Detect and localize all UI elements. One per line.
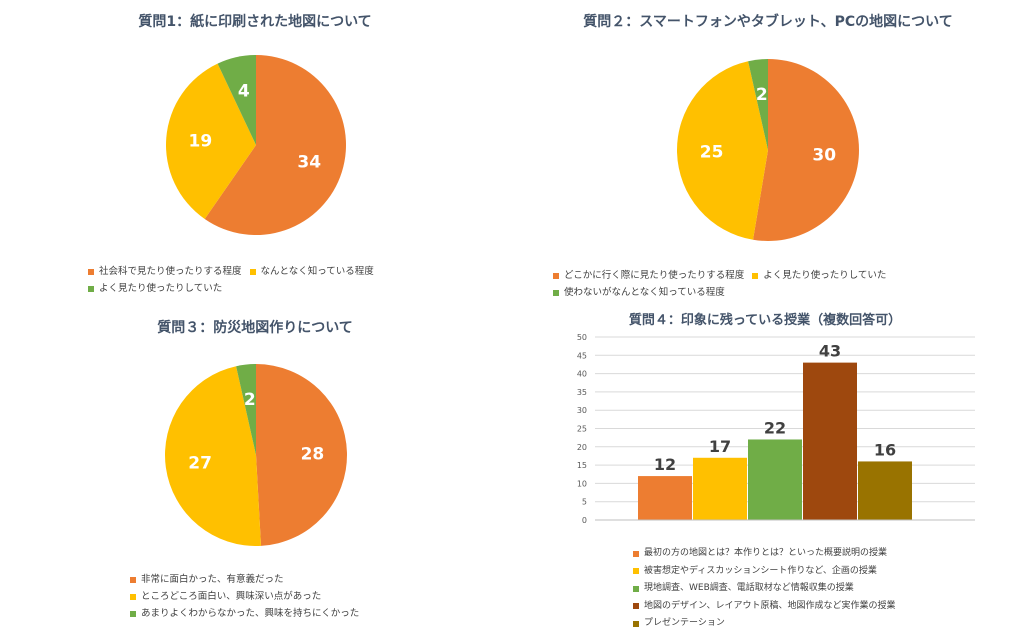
pie-chart: 34 19 4 <box>166 55 346 236</box>
pie-slice <box>165 366 262 546</box>
legend-item: ところどころ面白い、興味深い点があった <box>130 588 359 605</box>
data-label: 4 <box>238 82 250 102</box>
legend-label: 地図のデザイン、レイアウト原稿、地図作成など実作業の授業 <box>644 600 896 611</box>
legend: 社会科で見たり使ったりする程度 なんとなく知っている程度 よく見たり使ったりして… <box>88 263 374 297</box>
chart-title: 質問３：防災地図作りについて <box>157 320 353 336</box>
legend-item: あまりよくわからなかった、興味を持ちにくかった <box>130 605 359 622</box>
data-label: 2 <box>756 85 768 105</box>
legend-swatch <box>249 268 256 275</box>
y-tick-label: 40 <box>577 370 587 379</box>
pie-chart: 28 27 2 <box>165 364 347 546</box>
data-label: 19 <box>189 131 213 151</box>
legend-label: 使わないがなんとなく知っている程度 <box>564 287 725 298</box>
legend-swatch <box>633 585 639 592</box>
legend-swatch <box>752 272 759 279</box>
legend-item: 地図のデザイン、レイアウト原稿、地図作成など実作業の授業 <box>633 598 895 616</box>
y-tick-label: 45 <box>577 351 587 360</box>
bar <box>638 476 692 520</box>
y-tick-label: 0 <box>582 516 587 525</box>
legend-label: どこかに行く際に見たり使ったりする程度 <box>564 270 745 281</box>
pie-slice <box>236 364 256 455</box>
data-label: 34 <box>297 153 321 173</box>
legend-swatch <box>130 576 136 583</box>
data-label: 28 <box>301 444 325 464</box>
legend-label: 最初の方の地図とは？本作りとは？といった概要説明の授業 <box>644 548 888 558</box>
legend: 非常に面白かった、有意義だった ところどころ面白い、興味深い点があった あまりよ… <box>130 571 359 622</box>
legend-label: あまりよくわからなかった、興味を持ちにくかった <box>141 608 360 619</box>
legend: 最初の方の地図とは？本作りとは？といった概要説明の授業 被害想定やディスカッショ… <box>633 545 895 633</box>
legend-swatch <box>633 550 639 557</box>
legend-swatch <box>633 620 639 627</box>
legend-label: よく見たり使ったりしていた <box>763 270 887 281</box>
y-tick-label: 10 <box>577 479 587 488</box>
legend-item: なんとなく知っている程度 <box>249 263 374 280</box>
legend-item: 社会科で見たり使ったりする程度 <box>88 263 242 280</box>
y-tick-label: 30 <box>577 406 587 415</box>
data-label: 25 <box>700 143 724 163</box>
legend-item: プレゼンテーション <box>633 615 895 633</box>
legend-swatch <box>553 289 559 296</box>
legend-label: よく見たり使ったりしていた <box>99 283 223 294</box>
legend-item: よく見たり使ったりしていた <box>88 280 374 297</box>
data-label: 30 <box>812 146 836 166</box>
pie-slice <box>217 55 256 145</box>
data-label: 17 <box>709 437 731 456</box>
legend-swatch <box>130 593 136 600</box>
pie-slice <box>256 364 347 546</box>
y-tick-label: 5 <box>582 498 587 507</box>
bar <box>803 362 857 520</box>
data-label: 22 <box>764 418 786 437</box>
y-tick-label: 20 <box>577 443 587 452</box>
legend: どこかに行く際に見たり使ったりする程度 よく見たり使ったりしていた 使わないがな… <box>553 267 886 301</box>
legend-swatch <box>88 268 94 275</box>
legend-label: 被害想定やディスカッションシート作りなど、企画の授業 <box>644 565 877 576</box>
data-label: 2 <box>244 390 256 410</box>
legend-item: 現地調査、WEB調査、電話取材など情報収集の授業 <box>633 580 895 598</box>
chart-title: 質問４：印象に残っている授業（複数回答可） <box>628 313 902 328</box>
y-tick-label: 25 <box>577 425 587 434</box>
pie-slice <box>166 63 256 219</box>
legend-label: プレゼンテーション <box>644 618 725 628</box>
legend-label: 非常に面白かった、有意義だった <box>141 574 284 585</box>
legend-item: 最初の方の地図とは？本作りとは？といった概要説明の授業 <box>633 545 895 563</box>
chart-title: 質問1：紙に印刷された地図について <box>138 14 372 30</box>
data-label: 16 <box>874 440 896 459</box>
data-label: 27 <box>188 454 212 474</box>
pie-slice <box>676 61 768 240</box>
pie-chart: 30 25 2 <box>676 59 859 242</box>
bar <box>693 457 747 520</box>
bar <box>748 439 802 520</box>
pie-slice <box>753 59 859 242</box>
legend-swatch <box>633 568 639 575</box>
legend-swatch <box>88 285 94 292</box>
legend-label: なんとなく知っている程度 <box>260 266 374 277</box>
data-label: 43 <box>819 342 841 361</box>
legend-item: どこかに行く際に見たり使ったりする程度 <box>553 267 744 284</box>
y-tick-label: 15 <box>577 461 587 470</box>
legend-item: 被害想定やディスカッションシート作りなど、企画の授業 <box>633 563 895 581</box>
legend-item: よく見たり使ったりしていた <box>752 267 886 284</box>
data-label: 12 <box>654 455 676 474</box>
y-tick-label: 50 <box>577 333 587 342</box>
y-tick-label: 35 <box>577 388 587 397</box>
bar <box>858 461 912 520</box>
bar-chart: 0 5 10 15 20 25 30 35 40 45 50 12 17 22 43 16 <box>577 333 975 525</box>
pie-slice <box>204 55 346 236</box>
legend-item: 使わないがなんとなく知っている程度 <box>553 284 886 301</box>
legend-label: ところどころ面白い、興味深い点があった <box>141 591 322 602</box>
legend-item: 非常に面白かった、有意義だった <box>130 571 359 588</box>
legend-label: 社会科で見たり使ったりする程度 <box>99 266 242 277</box>
legend-swatch <box>130 610 136 617</box>
legend-label: 現地調査、WEB調査、電話取材など情報収集の授業 <box>644 583 854 593</box>
legend-swatch <box>553 272 559 279</box>
chart-title: 質問２：スマートフォンやタブレット、PCの地図について <box>583 14 953 30</box>
legend-swatch <box>633 603 639 610</box>
pie-slice <box>748 59 768 150</box>
